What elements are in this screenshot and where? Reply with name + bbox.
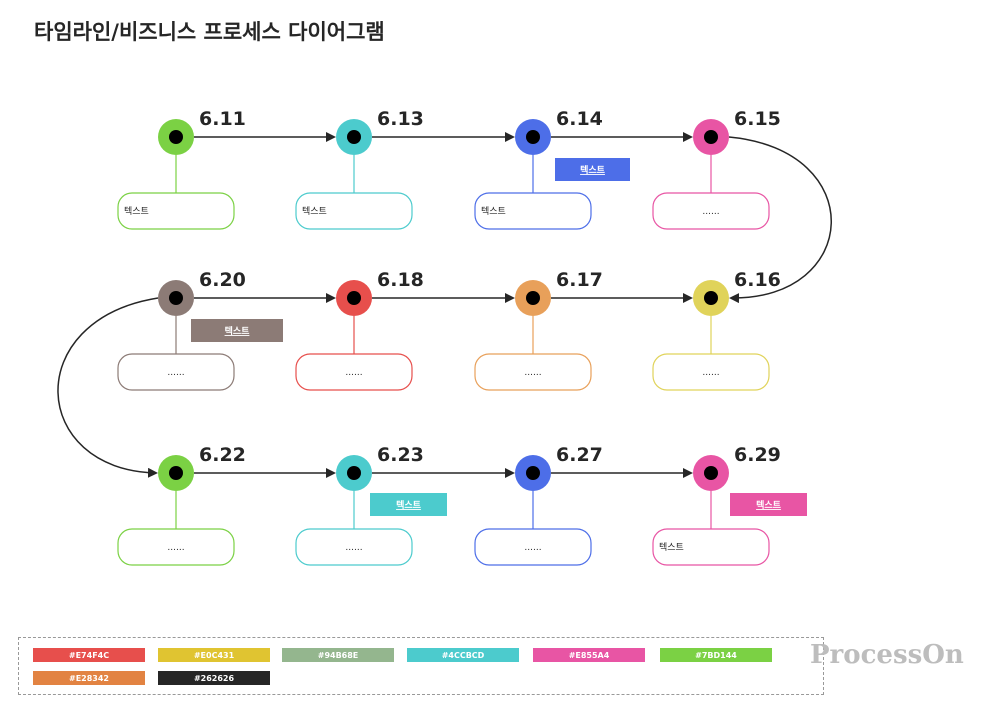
node-textbox-label: ...... [702, 207, 719, 217]
timeline-node: ...... 6.27 [474, 444, 603, 566]
node-textbox[interactable] [652, 528, 770, 566]
node-textbox-label: ...... [167, 368, 184, 378]
node-textbox[interactable] [117, 353, 235, 391]
node-date: 6.13 [377, 108, 424, 130]
node-date: 6.18 [377, 269, 424, 291]
curve-6-20-6-22 [57, 297, 159, 478]
node-date: 6.27 [556, 444, 603, 466]
palette-swatch: #94B68E [282, 648, 394, 662]
timeline-node: ...... 6.16 [652, 269, 781, 391]
node-tag-label: 텍스트 [396, 500, 422, 511]
timeline-node: ...... 6.20 텍스트 [117, 269, 283, 391]
node-textbox[interactable] [652, 192, 770, 230]
color-palette: #E74F4C #E0C431 #94B68E #4CCBCD #E855A4 #7BD1… [18, 637, 824, 695]
node-dot [347, 130, 361, 144]
node-date: 6.20 [199, 269, 246, 291]
timeline-node: 텍스트 6.13 [295, 108, 424, 230]
palette-swatch: #7BD144 [660, 648, 772, 662]
palette-swatch: #262626 [158, 671, 270, 685]
node-textbox[interactable] [474, 192, 592, 230]
curve-6-15-6-16 [728, 136, 832, 304]
node-textbox-label: 텍스트 [302, 206, 327, 217]
timeline-node: 텍스트 6.29 텍스트 [652, 444, 807, 566]
node-dot [347, 466, 361, 480]
node-dot [526, 130, 540, 144]
node-textbox[interactable] [295, 528, 413, 566]
timeline-node: ...... 6.15 [652, 108, 781, 230]
node-tag [370, 493, 447, 516]
node-textbox-label: 텍스트 [124, 206, 149, 217]
timeline-node: ...... 6.22 [117, 444, 246, 566]
timeline-node: ...... 6.23 텍스트 [295, 444, 447, 566]
timeline-node: ...... 6.18 [295, 269, 424, 391]
node-dot [526, 466, 540, 480]
node-date: 6.23 [377, 444, 424, 466]
node-textbox[interactable] [295, 353, 413, 391]
node-date: 6.11 [199, 108, 246, 130]
node-dot [526, 291, 540, 305]
connectors [57, 132, 832, 478]
node-textbox[interactable] [652, 353, 770, 391]
node-dot [704, 466, 718, 480]
node-tag [555, 158, 630, 181]
node-textbox[interactable] [295, 192, 413, 230]
node-textbox-label: ...... [702, 368, 719, 378]
node-tag-label: 텍스트 [756, 500, 782, 511]
node-textbox-label: ...... [524, 368, 541, 378]
palette-swatch: #E28342 [33, 671, 145, 685]
node-dot [347, 291, 361, 305]
timeline-node: 텍스트 6.11 [117, 108, 246, 230]
node-date: 6.16 [734, 269, 781, 291]
node-textbox[interactable] [117, 528, 235, 566]
node-date: 6.29 [734, 444, 781, 466]
node-textbox-label: 텍스트 [659, 542, 684, 553]
node-textbox-label: 텍스트 [481, 206, 506, 217]
node-dot [704, 291, 718, 305]
node-date: 6.15 [734, 108, 781, 130]
node-tag-label: 텍스트 [580, 165, 606, 176]
node-tag [191, 319, 283, 342]
palette-swatch: #4CCBCD [407, 648, 519, 662]
node-textbox[interactable] [474, 353, 592, 391]
node-textbox-label: ...... [167, 543, 184, 553]
node-dot [704, 130, 718, 144]
node-textbox-label: ...... [345, 368, 362, 378]
node-tag [730, 493, 807, 516]
page-title: 타임라인/비즈니스 프로세스 다이어그램 [34, 20, 385, 44]
timeline-node: 텍스트 6.14 텍스트 [474, 108, 630, 230]
node-dot [169, 130, 183, 144]
node-textbox-label: ...... [524, 543, 541, 553]
node-textbox-label: ...... [345, 543, 362, 553]
node-dot [169, 291, 183, 305]
node-date: 6.17 [556, 269, 603, 291]
processon-logo: ProcessOn [810, 640, 964, 670]
node-dot [169, 466, 183, 480]
palette-swatch: #E855A4 [533, 648, 645, 662]
node-tag-label: 텍스트 [225, 326, 251, 337]
palette-swatch: #E0C431 [158, 648, 270, 662]
node-textbox[interactable] [117, 192, 235, 230]
timeline-node: ...... 6.17 [474, 269, 603, 391]
timeline-nodes: 텍스트 6.11 텍스트 6.13 텍스트 6.14 텍스트...... 6.15......… [117, 108, 807, 566]
node-date: 6.22 [199, 444, 246, 466]
palette-swatch: #E74F4C [33, 648, 145, 662]
node-date: 6.14 [556, 108, 603, 130]
node-textbox[interactable] [474, 528, 592, 566]
